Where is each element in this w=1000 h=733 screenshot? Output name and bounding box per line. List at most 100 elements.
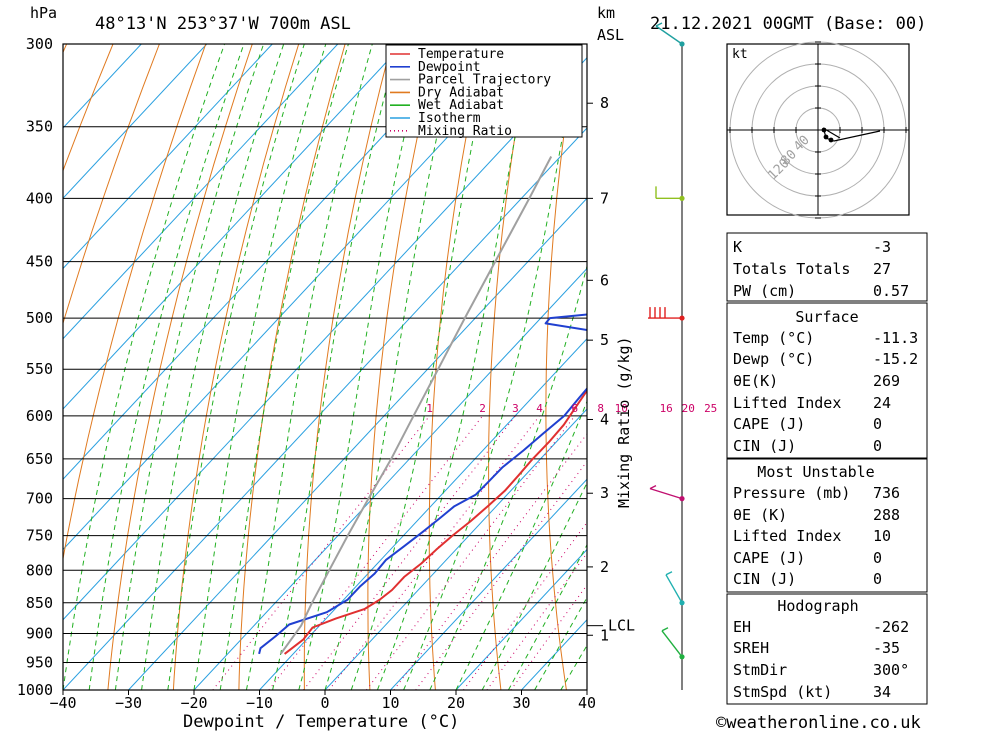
height-tick-label: 6: [600, 271, 609, 289]
mu-li-label: Lifted Index: [733, 527, 841, 545]
dry-adiabat-line: [949, 44, 1000, 690]
stmspd-label: StmSpd (kt): [733, 683, 832, 701]
pressure-tick-label: 950: [26, 654, 53, 672]
wind-barb-column: [648, 22, 685, 690]
mixing-ratio-line: [486, 552, 587, 690]
wind-barb: [649, 487, 683, 500]
isotherm-line: [63, 44, 404, 410]
surface-theta-e-label: θE(K): [733, 372, 778, 390]
isotherm-lines: [63, 44, 587, 690]
wind-barb-feather: [655, 22, 663, 27]
legend-item: Parcel Trajectory: [418, 73, 551, 88]
mu-cape-label: CAPE (J): [733, 549, 805, 567]
pressure-tick-label: 350: [26, 118, 53, 136]
mixing-ratio-label: 6: [571, 402, 578, 415]
x-tick-label: 40: [578, 694, 596, 712]
legend-item: Mixing Ratio: [418, 124, 512, 139]
x-tick-label: −20: [180, 694, 207, 712]
wind-barb-dot: [679, 496, 685, 502]
height-tick-label: 5: [600, 331, 609, 349]
location-title: 48°13'N 253°37'W 700m ASL: [95, 14, 351, 34]
surface-cin-label: CIN (J): [733, 437, 796, 455]
wet-adiabat-line: [481, 481, 587, 690]
mixing-ratio-label: 3: [512, 402, 519, 415]
pressure-tick-label: 500: [26, 309, 53, 327]
wet-adiabat-line: [507, 543, 587, 690]
wet-adiabat-line: [167, 44, 305, 690]
isotherm-line: [63, 44, 339, 340]
mixing-ratio-label: 16: [660, 402, 673, 415]
wet-adiabat-line: [193, 44, 327, 690]
mu-theta-e-label: θE (K): [733, 506, 787, 524]
surface-dewp-value: -15.2: [873, 350, 918, 368]
wet-adiabat-line: [114, 44, 265, 690]
tt-value: 27: [873, 260, 891, 278]
wet-adiabat-line: [534, 596, 587, 690]
mixing-ratio-line: [510, 584, 587, 690]
x-tick-label: −30: [115, 694, 142, 712]
isotherm-line: [324, 408, 587, 690]
pressure-tick-label: 650: [26, 450, 53, 468]
surface-li-label: Lifted Index: [733, 394, 841, 412]
surface-theta-e-value: 269: [873, 372, 900, 390]
surface-cape-label: CAPE (J): [733, 415, 805, 433]
wind-barb: [665, 574, 683, 604]
x-tick-label: 30: [512, 694, 530, 712]
mu-pressure-label: Pressure (mb): [733, 484, 850, 502]
wet-adiabat-line: [324, 44, 458, 690]
mixing-ratio-label: 4: [536, 402, 543, 415]
mu-cape-value: 0: [873, 549, 882, 567]
mu-cin-label: CIN (J): [733, 570, 796, 588]
dry-adiabat-line: [428, 44, 485, 690]
axes: 3003504004505005506006507007508008509009…: [17, 35, 596, 712]
isotherm-line: [193, 267, 587, 690]
wind-barb-feather: [665, 571, 673, 576]
asl-unit-label: ASL: [597, 26, 624, 44]
km-unit-label: km: [597, 4, 615, 22]
hodograph-point: [823, 134, 829, 140]
height-tick-label: 3: [600, 484, 609, 502]
dry-adiabat-line: [107, 44, 253, 690]
stmdir-value: 300°: [873, 661, 909, 679]
x-tick-label: 20: [447, 694, 465, 712]
wind-barb: [661, 630, 683, 658]
x-tick-label: −10: [246, 694, 273, 712]
mixing-ratio-labels: 1 2 3 4 6 8 10 16 20 25: [426, 402, 717, 415]
surface-temp-label: Temp (°C): [733, 329, 814, 347]
mixing-ratio-label: 10: [615, 402, 628, 415]
eh-label: EH: [733, 618, 751, 636]
tt-label: Totals Totals: [733, 260, 850, 278]
hodograph-unit-label: kt: [732, 47, 748, 62]
wind-barb-dot: [679, 315, 685, 321]
hodograph-table-title: Hodograph: [777, 597, 858, 615]
mu-theta-e-value: 288: [873, 506, 900, 524]
mixing-ratio-line: [268, 415, 483, 690]
mixing-ratio-lines: [212, 415, 587, 690]
mixing-ratio-line: [328, 415, 540, 690]
isotherm-line: [63, 56, 587, 621]
hodograph-point: [821, 127, 827, 133]
mixing-ratio-line: [366, 415, 576, 690]
mixing-ratio-label: 1: [426, 402, 433, 415]
pressure-tick-label: 1000: [17, 681, 53, 699]
isotherm-line: [63, 44, 470, 480]
dry-adiabat-line: [172, 44, 300, 690]
pressure-tick-label: 300: [26, 35, 53, 53]
surface-box: [726, 302, 928, 459]
isotherm-line: [455, 548, 587, 690]
isotherm-line: [63, 127, 587, 690]
k-label: K: [733, 238, 742, 256]
surface-li-value: 24: [873, 394, 891, 412]
hodograph-table-box: [726, 593, 928, 705]
mixing-ratio-line: [463, 521, 587, 690]
height-tick-label: 4: [600, 411, 609, 429]
isotherm-line: [63, 44, 273, 270]
most-unstable-title: Most Unstable: [757, 463, 874, 481]
dry-adiabat-line: [63, 44, 160, 325]
legend-item: Isotherm: [418, 111, 481, 126]
lcl-label: LCL: [608, 617, 635, 635]
